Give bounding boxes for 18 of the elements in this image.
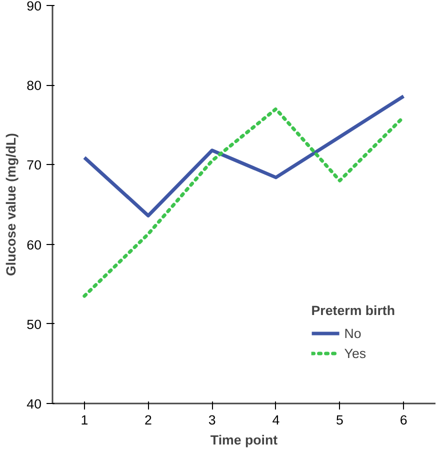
line-series (82, 94, 406, 218)
y-axis-title: Glucose value (mg/dL) (4, 133, 19, 276)
legend-label: Yes (344, 346, 366, 360)
y-tick-label: 90 (26, 0, 42, 14)
y-tick-label: 50 (26, 316, 42, 332)
x-tick-label: 4 (272, 412, 280, 428)
legend-title: Preterm birth (311, 303, 395, 318)
y-tick-label: 60 (26, 237, 42, 252)
legend-label: No (344, 326, 362, 340)
y-tick-label: 80 (26, 78, 42, 94)
x-tick-label: 6 (400, 412, 408, 428)
x-tick-label: 1 (80, 412, 88, 428)
y-tick-label: 70 (26, 158, 42, 173)
x-tick-label: 3 (208, 412, 216, 428)
y-tick-label: 40 (26, 396, 42, 412)
x-tick-label: 2 (144, 412, 152, 428)
x-axis-title: Time point (210, 432, 278, 448)
x-tick-label: 5 (336, 412, 344, 428)
